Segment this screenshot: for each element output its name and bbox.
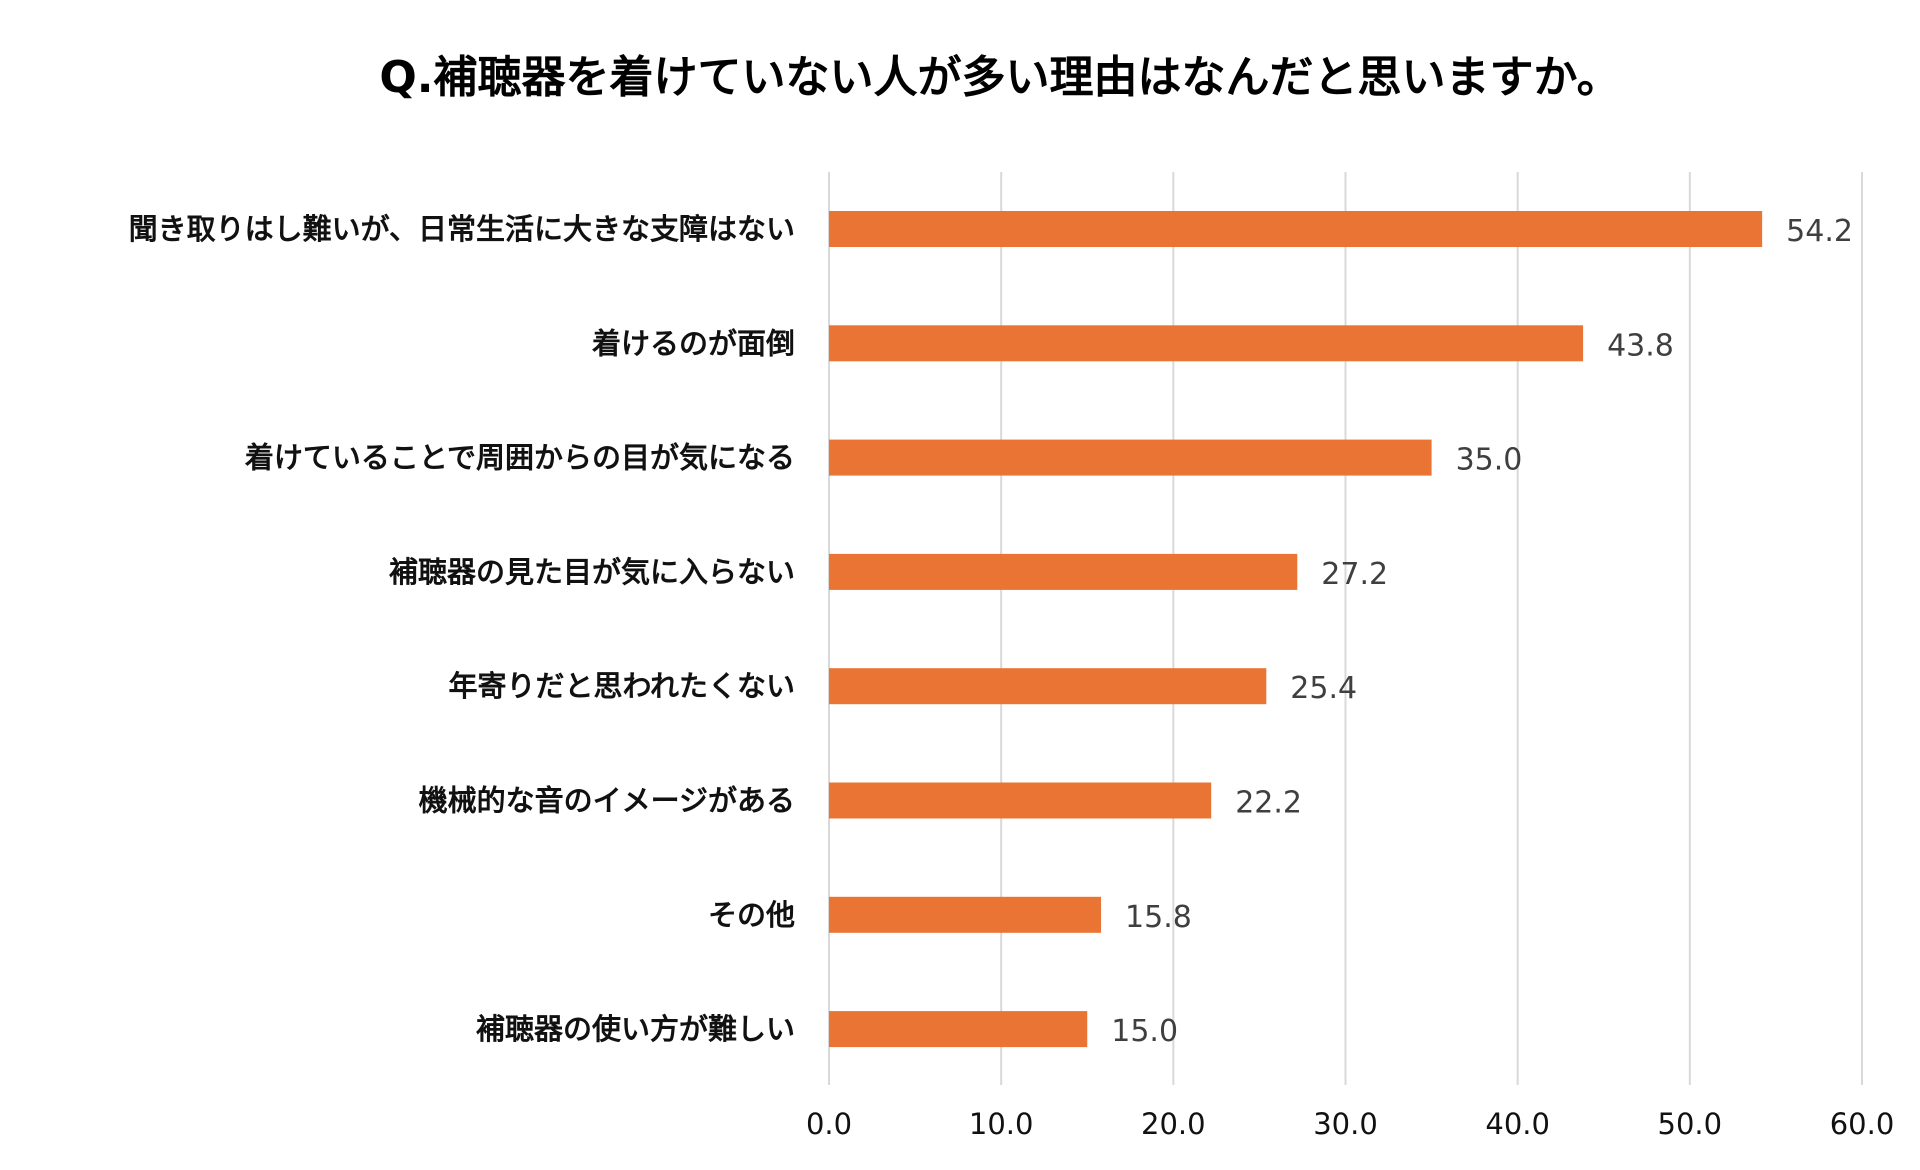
bar-1 — [829, 325, 1584, 362]
data-label-3: 27.2 — [1321, 557, 1388, 592]
data-label-2: 35.0 — [1456, 443, 1523, 478]
data-label-4: 25.4 — [1290, 671, 1357, 706]
bar-4 — [829, 668, 1267, 705]
x-tick-label-1: 10.0 — [969, 1107, 1034, 1141]
data-label-0: 54.2 — [1786, 214, 1853, 249]
data-label-6: 15.8 — [1125, 900, 1192, 935]
bars — [829, 211, 1763, 1048]
bar-3 — [829, 553, 1298, 590]
category-label-4: 年寄りだと思われたくない — [448, 669, 795, 703]
data-label-7: 15.0 — [1111, 1014, 1178, 1049]
data-label-5: 22.2 — [1235, 786, 1302, 821]
x-tick-label-3: 30.0 — [1313, 1107, 1378, 1141]
category-label-7: 補聴器の使い方が難しい — [475, 1012, 795, 1046]
category-label-5: 機械的な音のイメージがある — [419, 784, 795, 818]
gridlines — [828, 172, 1863, 1085]
category-label-1: 着けるのが面倒 — [591, 326, 795, 360]
category-label-0: 聞き取りはし難いが、日常生活に大きな支障はない — [129, 212, 795, 246]
x-axis-tick-labels: 0.0 10.0 20.0 30.0 40.0 50.0 60.0 — [806, 1107, 1894, 1141]
category-labels: 聞き取りはし難いが、日常生活に大きな支障はない着けるのが面倒着けていることで周囲… — [129, 212, 795, 1046]
category-label-3: 補聴器の見た目が気に入らない — [388, 555, 795, 589]
category-label-6: その他 — [708, 898, 795, 932]
chart-title: Q.補聴器を着けていない人が多い理由はなんだと思いますか。 — [379, 52, 1620, 103]
x-tick-label-2: 20.0 — [1141, 1107, 1206, 1141]
x-tick-label-5: 50.0 — [1658, 1107, 1723, 1141]
bar-2 — [829, 439, 1432, 476]
bar-5 — [829, 782, 1212, 819]
x-tick-label-0: 0.0 — [806, 1107, 852, 1141]
bar-0 — [829, 211, 1763, 247]
data-label-1: 43.8 — [1607, 328, 1674, 363]
x-tick-label-6: 60.0 — [1830, 1107, 1895, 1141]
bar-6 — [829, 896, 1102, 933]
data-labels: 54.2 43.8 35.0 27.2 25.4 22.2 15.8 15.0 — [1111, 214, 1853, 1049]
bar-7 — [829, 1011, 1088, 1048]
category-label-2: 着けていることで周囲からの目が気になる — [244, 441, 795, 475]
x-tick-label-4: 40.0 — [1485, 1107, 1550, 1141]
